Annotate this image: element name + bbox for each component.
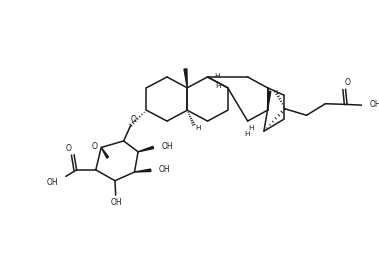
Polygon shape xyxy=(268,91,271,110)
Text: OH: OH xyxy=(111,198,122,207)
Text: H: H xyxy=(244,131,250,137)
Text: OH: OH xyxy=(47,178,59,187)
Text: H: H xyxy=(195,125,201,131)
Text: H: H xyxy=(248,125,254,131)
Polygon shape xyxy=(138,146,153,152)
Text: O: O xyxy=(345,78,350,87)
Polygon shape xyxy=(184,69,187,88)
Text: H: H xyxy=(215,83,220,89)
Text: O: O xyxy=(131,115,137,124)
Polygon shape xyxy=(135,169,151,172)
Text: OH: OH xyxy=(370,100,379,109)
Text: O: O xyxy=(66,144,72,153)
Polygon shape xyxy=(101,147,108,158)
Text: OH: OH xyxy=(161,142,173,151)
Text: OH: OH xyxy=(159,165,170,174)
Text: O: O xyxy=(92,142,98,151)
Text: H: H xyxy=(214,73,219,79)
